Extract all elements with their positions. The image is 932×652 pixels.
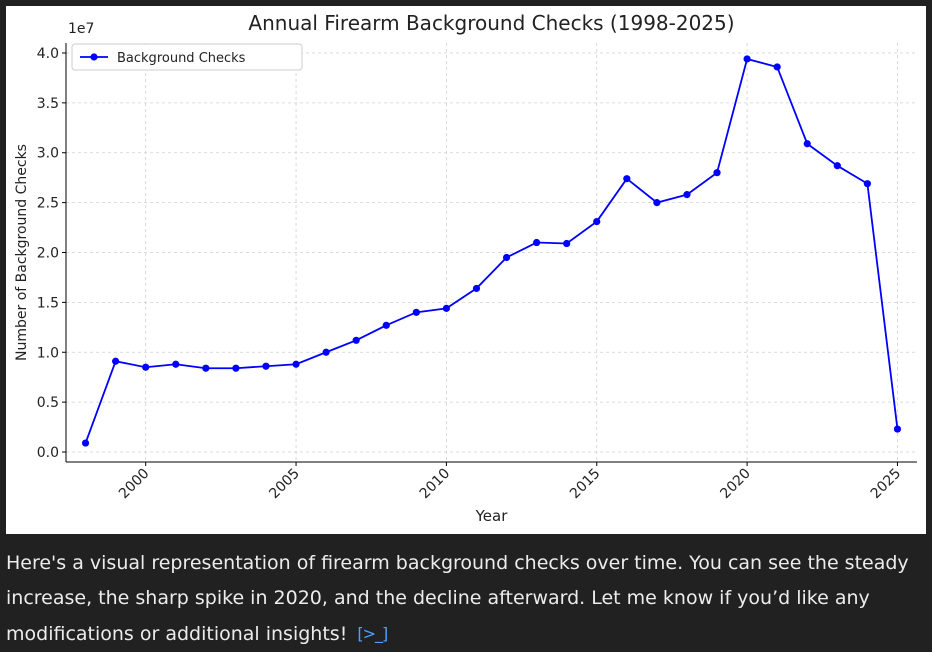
data-point (142, 363, 150, 371)
data-point (502, 253, 511, 262)
y-tick-label: 2.5 (37, 196, 59, 212)
data-point (352, 336, 360, 344)
y-offset-text: 1e7 (68, 21, 94, 37)
data-point (743, 55, 751, 63)
data-point (563, 239, 571, 248)
chart-panel: 0.0 0.5 1.0 1.5 2.0 2.5 3.0 3.5 4.0 2000 2005 2010 2… (6, 6, 926, 534)
data-point (232, 364, 240, 372)
data-point (262, 362, 270, 370)
series-line (84, 57, 899, 444)
data-point (773, 63, 781, 71)
y-tick-label: 1.5 (37, 295, 59, 311)
x-tick-label: 2015 (567, 466, 604, 503)
y-tick-label: 3.5 (37, 96, 59, 112)
x-tick-label: 2005 (266, 466, 303, 503)
y-tick-label: 0.5 (37, 395, 59, 411)
data-point (412, 308, 420, 316)
x-tick-label: 2000 (116, 466, 153, 503)
y-tick-label: 3.0 (37, 146, 59, 162)
data-point (863, 180, 871, 188)
y-tick-label: 4.0 (37, 46, 59, 62)
x-axis-label: Year (475, 507, 509, 525)
legend-box (71, 43, 303, 71)
x-tick-label: 2020 (717, 466, 754, 503)
y-axis-label: Number of Background Checks (14, 144, 30, 361)
data-point (533, 238, 541, 247)
data-point (112, 357, 120, 365)
y-tick-label: 1.0 (37, 345, 59, 361)
assistant-message: Here's a visual representation of firear… (6, 546, 921, 652)
line-chart: 0.0 0.5 1.0 1.5 2.0 2.5 3.0 3.5 4.0 2000 2005 2010 2… (14, 11, 917, 525)
data-point (653, 199, 661, 207)
code-icon[interactable]: [>_] (357, 624, 388, 643)
data-point (833, 162, 841, 170)
data-point (472, 284, 481, 293)
data-point (593, 217, 601, 226)
legend-label: Background Checks (117, 51, 246, 66)
data-point (623, 175, 631, 183)
data-point (683, 191, 691, 199)
data-point (442, 304, 450, 312)
data-point (81, 439, 90, 447)
y-tick-label: 0.0 (37, 445, 59, 461)
chart-title: Annual Firearm Background Checks (1998-2… (248, 11, 734, 35)
data-point (172, 360, 180, 368)
legend-marker (90, 53, 98, 61)
data-point (713, 169, 721, 177)
data-point (322, 348, 330, 356)
data-point (292, 360, 300, 368)
data-point (382, 321, 390, 329)
y-tick-label: 2.0 (37, 246, 59, 262)
data-point (202, 364, 210, 372)
x-tick-label: 2025 (868, 466, 905, 503)
data-point (893, 425, 902, 433)
data-point (803, 140, 811, 148)
x-tick-label: 2010 (417, 466, 454, 503)
message-text: Here's a visual representation of firear… (6, 552, 909, 645)
